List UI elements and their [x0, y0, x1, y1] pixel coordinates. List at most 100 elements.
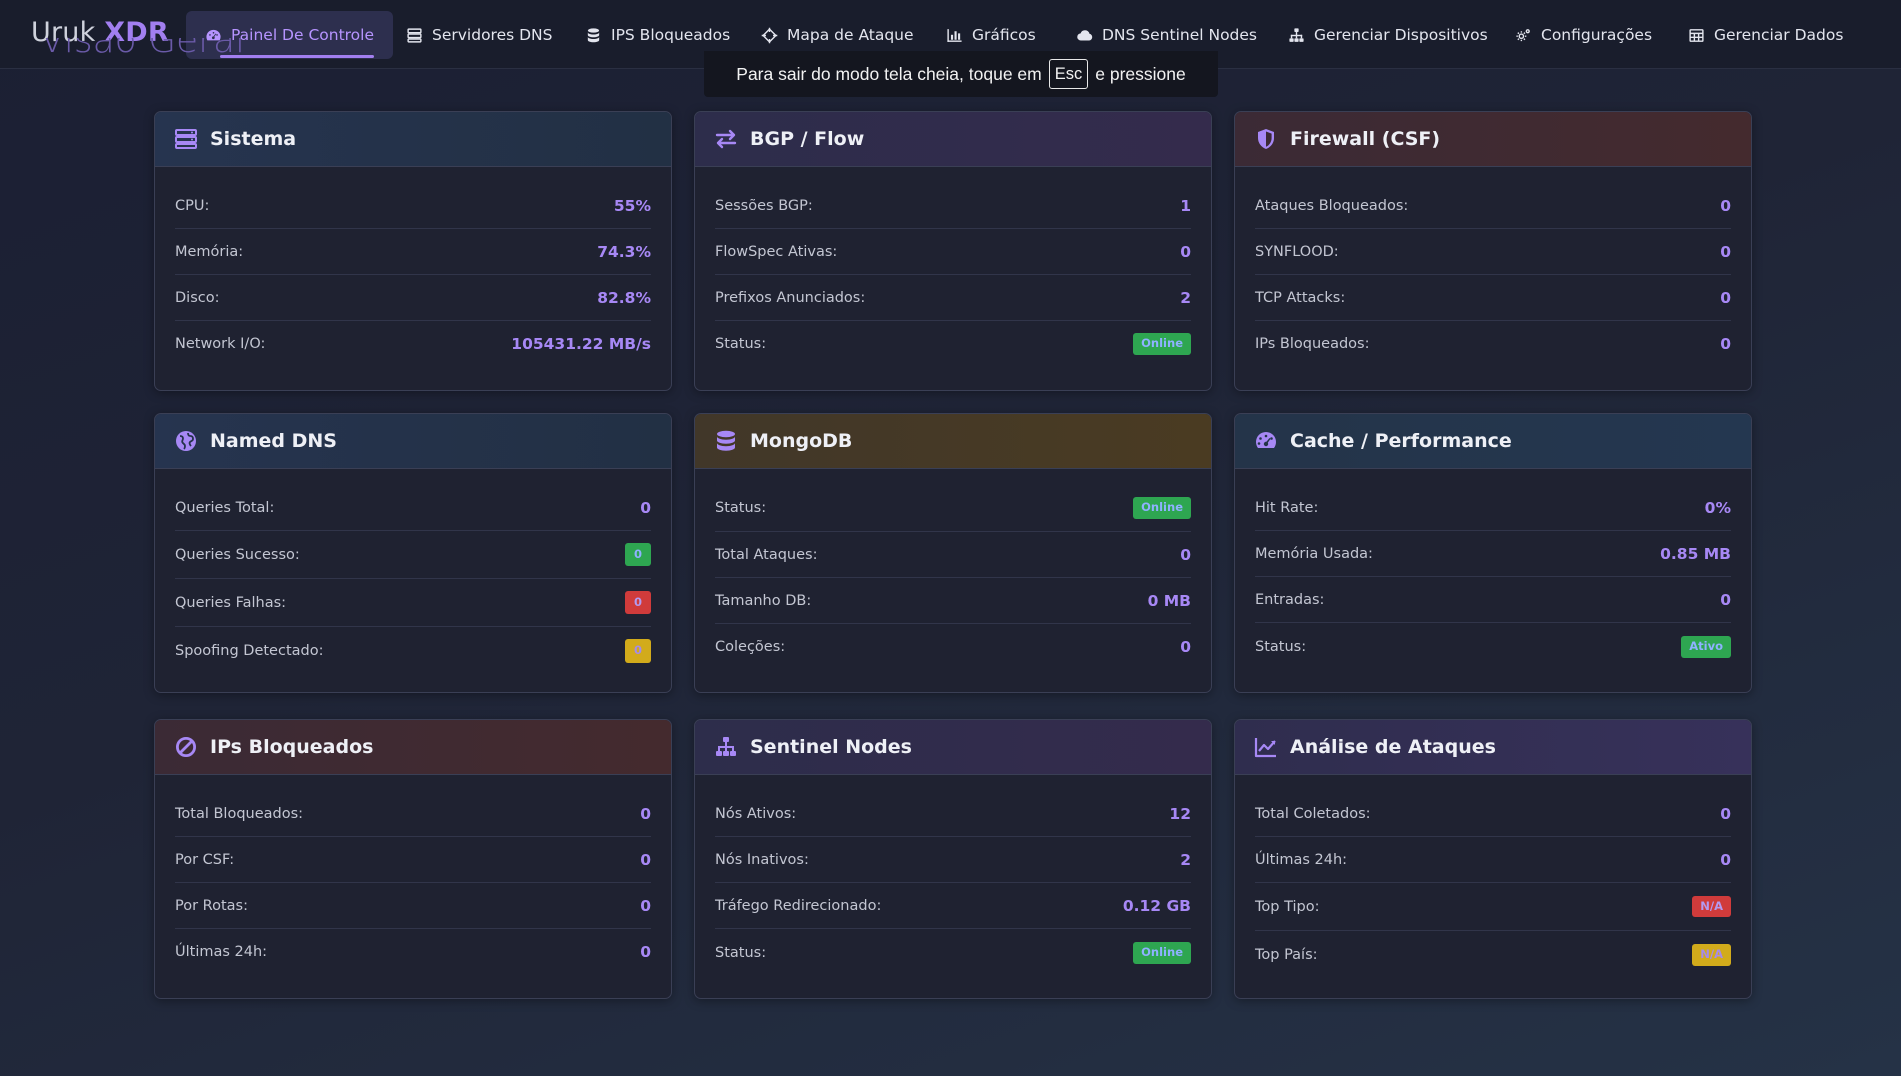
card-header: Firewall (CSF) — [1235, 112, 1751, 167]
brand-prefix: Uruk — [31, 17, 96, 48]
stat-label: Top Tipo: — [1255, 898, 1320, 915]
nav-ips-bloqueados[interactable]: IPS Bloqueados — [566, 11, 749, 59]
stat-row: Queries Total: 0 — [175, 485, 651, 531]
globe-icon — [176, 431, 196, 451]
card-title: Sistema — [210, 128, 297, 150]
stat-label: Status: — [715, 336, 767, 352]
bar-chart-icon — [947, 28, 962, 42]
stat-label: Nós Ativos: — [715, 805, 797, 822]
stat-value: 0 — [640, 850, 651, 869]
stat-value: 0 MB — [1147, 591, 1191, 610]
cloud-icon — [1077, 29, 1093, 40]
card-ips-bloqueados: IPs Bloqueados Total Bloqueados: 0 Por CS… — [154, 719, 672, 999]
stat-label: SYNFLOOD: — [1255, 243, 1339, 260]
count-badge: 0 — [625, 542, 651, 567]
stat-label: CPU: — [175, 197, 210, 214]
nav-servidores-dns[interactable]: Servidores DNS — [387, 11, 572, 59]
shield-icon — [1258, 129, 1274, 149]
stat-row: FlowSpec Ativas: 0 — [715, 229, 1191, 275]
stat-row: TCP Attacks: 0 — [1255, 275, 1731, 321]
card-sentinel-nodes: Sentinel Nodes Nós Ativos: 12 Nós Inativo… — [694, 719, 1212, 999]
stat-label: Tráfego Redirecionado: — [715, 897, 882, 914]
stat-value: 0 — [640, 943, 651, 961]
stat-value: 1 — [1180, 196, 1191, 215]
card-title: Named DNS — [210, 430, 337, 452]
stat-label: Memória: — [175, 243, 244, 260]
stat-label: Tamanho DB: — [715, 592, 812, 609]
stat-row: Entradas: 0 — [1255, 577, 1731, 623]
table-icon — [1689, 28, 1704, 42]
stat-label: Status: — [1255, 639, 1307, 655]
card-header: Sistema — [155, 112, 671, 167]
card-header: Sentinel Nodes — [695, 720, 1211, 775]
stat-value: 0 — [1720, 850, 1731, 869]
stat-label: Entradas: — [1255, 591, 1325, 608]
brand-logo[interactable]: Uruk XDR — [31, 17, 169, 48]
stat-label: Por CSF: — [175, 851, 235, 868]
stat-label: Nós Inativos: — [715, 851, 809, 868]
nav-graficos[interactable]: Gráficos — [927, 11, 1055, 59]
status-badge: Ativo — [1681, 636, 1731, 658]
card-title: BGP / Flow — [750, 128, 865, 150]
stat-value: 0% — [1704, 498, 1731, 517]
nav-gerenciar-dados[interactable]: Gerenciar Dados — [1669, 11, 1862, 59]
stat-row: Prefixos Anunciados: 2 — [715, 275, 1191, 321]
stat-value: 2 — [1180, 850, 1191, 869]
status-badge: N/A — [1692, 944, 1731, 966]
stat-value: 0 — [1180, 638, 1191, 656]
stat-label: Top País: — [1255, 947, 1318, 963]
card-header: Análise de Ataques — [1235, 720, 1751, 775]
nav-gerenciar-dispositivos[interactable]: Gerenciar Dispositivos — [1269, 11, 1507, 59]
nav-label: Servidores DNS — [432, 26, 553, 44]
crosshair-icon — [761, 27, 778, 43]
nav-label: DNS Sentinel Nodes — [1102, 26, 1257, 44]
stat-row: Spoofing Detectado: 0 — [175, 627, 651, 675]
sitemap-icon — [1289, 27, 1304, 42]
stat-row: Status: Online — [715, 321, 1191, 367]
stat-value: 0.85 MB — [1660, 544, 1731, 563]
stat-row: Tamanho DB: 0 MB — [715, 578, 1191, 624]
stat-value: 74.3% — [597, 242, 651, 261]
stat-value: 0 — [1720, 804, 1731, 823]
server-icon — [175, 129, 197, 149]
stat-row: Status: Online — [715, 929, 1191, 977]
stat-row: Top Tipo: N/A — [1255, 883, 1731, 931]
stat-row: Nós Ativos: 12 — [715, 791, 1191, 837]
stat-row: Por Rotas: 0 — [175, 883, 651, 929]
card-title: Análise de Ataques — [1290, 736, 1496, 758]
stat-row: Queries Sucesso: 0 — [175, 531, 651, 579]
nav-painel-de-controle[interactable]: Painel De Controle — [186, 11, 394, 59]
stat-value: 0.12 GB — [1122, 896, 1191, 915]
count-badge: 0 — [625, 590, 651, 615]
database-icon — [717, 430, 735, 451]
nav-label: Painel De Controle — [231, 26, 375, 44]
stat-value: 82.8% — [597, 288, 651, 307]
stat-label: Ataques Bloqueados: — [1255, 197, 1409, 214]
stat-row: Memória: 74.3% — [175, 229, 651, 275]
stat-value: 0 — [640, 804, 651, 823]
status-badge: N/A — [1692, 895, 1731, 918]
exchange-arrows-icon — [715, 129, 737, 149]
database-icon — [587, 27, 600, 42]
toast-text-after: e pressione — [1095, 63, 1186, 84]
stat-label: Status: — [715, 945, 767, 961]
stat-label: Spoofing Detectado: — [175, 643, 324, 659]
card-firewall-csf: Firewall (CSF) Ataques Bloqueados: 0 SYNF… — [1234, 111, 1752, 391]
stat-row: Hit Rate: 0% — [1255, 485, 1731, 531]
card-named-dns: Named DNS Queries Total: 0 Queries Sucess… — [154, 413, 672, 693]
stat-label: Network I/O: — [175, 336, 266, 352]
line-chart-icon — [1254, 738, 1276, 758]
nav-dns-sentinel-nodes[interactable]: DNS Sentinel Nodes — [1057, 11, 1276, 59]
card-header: IPs Bloqueados — [155, 720, 671, 775]
toast-text-before: Para sair do modo tela cheia, toque em — [736, 63, 1042, 84]
nav-configuracoes[interactable]: Configurações — [1496, 11, 1671, 59]
gears-icon — [1516, 28, 1530, 41]
card-bgp-flow: BGP / Flow Sessões BGP: 1 FlowSpec Ativas… — [694, 111, 1212, 391]
stat-label: Prefixos Anunciados: — [715, 289, 866, 306]
stat-value: 55% — [613, 196, 651, 215]
brand-suffix: XDR — [104, 17, 169, 48]
card-header: Named DNS — [155, 414, 671, 469]
nav-mapa-de-ataque[interactable]: Mapa de Ataque — [742, 11, 933, 59]
stat-label: Total Coletados: — [1255, 805, 1371, 822]
stat-label: Sessões BGP: — [715, 197, 813, 214]
